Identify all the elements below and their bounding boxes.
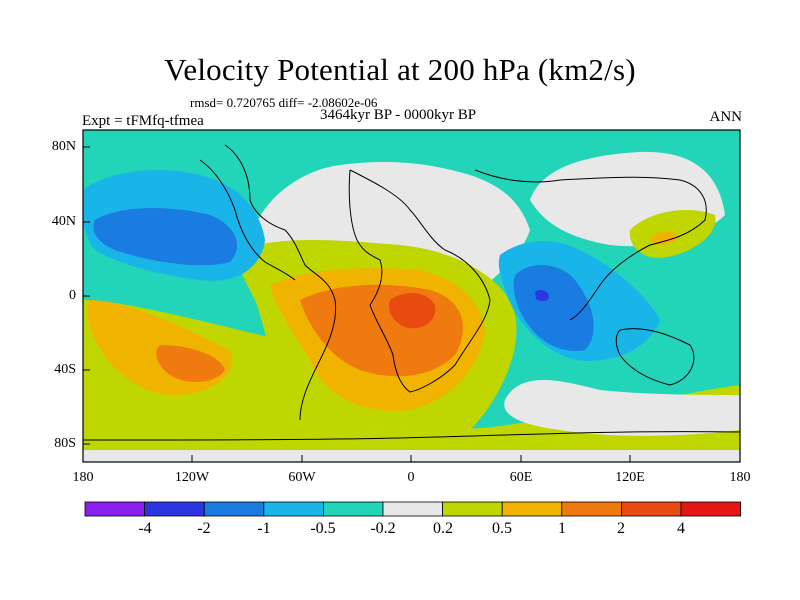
lat-label: 80N (51, 139, 76, 154)
lat-label: 0 (69, 288, 76, 303)
colorbar (84, 501, 741, 517)
rmsd-diff-stats: rmsd= 0.720765 diff= -2.08602e-06 (190, 95, 378, 110)
colorbar-box (84, 501, 145, 517)
region-africa-red-core (389, 293, 436, 329)
lat-label: 80S (54, 436, 76, 451)
colorbar-box (382, 501, 443, 517)
region-japan-orange (650, 231, 678, 245)
colorbar-box (501, 501, 563, 517)
lat-label: 40N (51, 214, 76, 229)
colorbar-label: 4 (677, 520, 685, 537)
colorbar-box (144, 501, 205, 517)
colorbar-label: -1 (257, 520, 271, 537)
colorbar-box (322, 501, 384, 517)
colorbar-label: 1 (558, 520, 566, 537)
colorbar-label: 2 (617, 520, 625, 537)
lon-label: 120E (615, 470, 645, 485)
colorbar-box (561, 501, 622, 517)
lon-label: 60W (288, 470, 316, 485)
colorbar-label: -4 (138, 520, 152, 537)
colorbar-box (680, 501, 741, 517)
contour-field (83, 130, 740, 462)
lon-label: 180 (729, 470, 751, 485)
colorbar-label: -0.5 (310, 520, 336, 537)
season-label: ANN (709, 109, 743, 125)
colorbar-box (621, 501, 682, 517)
lon-label: 120W (174, 470, 210, 485)
colorbar-box (203, 501, 265, 517)
region-southern-indian-white (504, 380, 740, 436)
region-indian-blue (513, 264, 594, 351)
lat-label: 40S (54, 362, 76, 377)
colorbar-label: -0.2 (370, 520, 396, 537)
coast-africa-europe (348, 169, 491, 393)
colorbar-label: -2 (197, 520, 211, 537)
map-title: Velocity Potential at 200 hPa (km2/s) (164, 52, 636, 87)
coast-antarctica (83, 431, 740, 441)
coastlines (83, 144, 740, 441)
lon-label: 60E (509, 470, 533, 485)
coast-north-america-west (199, 159, 296, 281)
region-south-pacific-darkorange (156, 345, 225, 382)
lon-label: 180 (72, 470, 94, 485)
colorbar-label: 0.5 (492, 520, 512, 537)
lon-label: 0 (407, 470, 415, 485)
colorbar-label: 0.2 (433, 520, 453, 537)
experiment-label: Expt = tFMfq-tfmea (82, 113, 204, 129)
time-period: 3464kyr BP - 0000kyr BP (320, 107, 477, 123)
region-indian-darkblue (535, 289, 549, 302)
axis-ticks (82, 146, 741, 462)
coast-australia (615, 328, 695, 386)
colorbar-box (263, 501, 324, 517)
region-north-pacific-blue (93, 208, 238, 266)
coast-americas (224, 144, 337, 421)
coast-asia (474, 169, 707, 321)
colorbar-box (442, 501, 503, 517)
